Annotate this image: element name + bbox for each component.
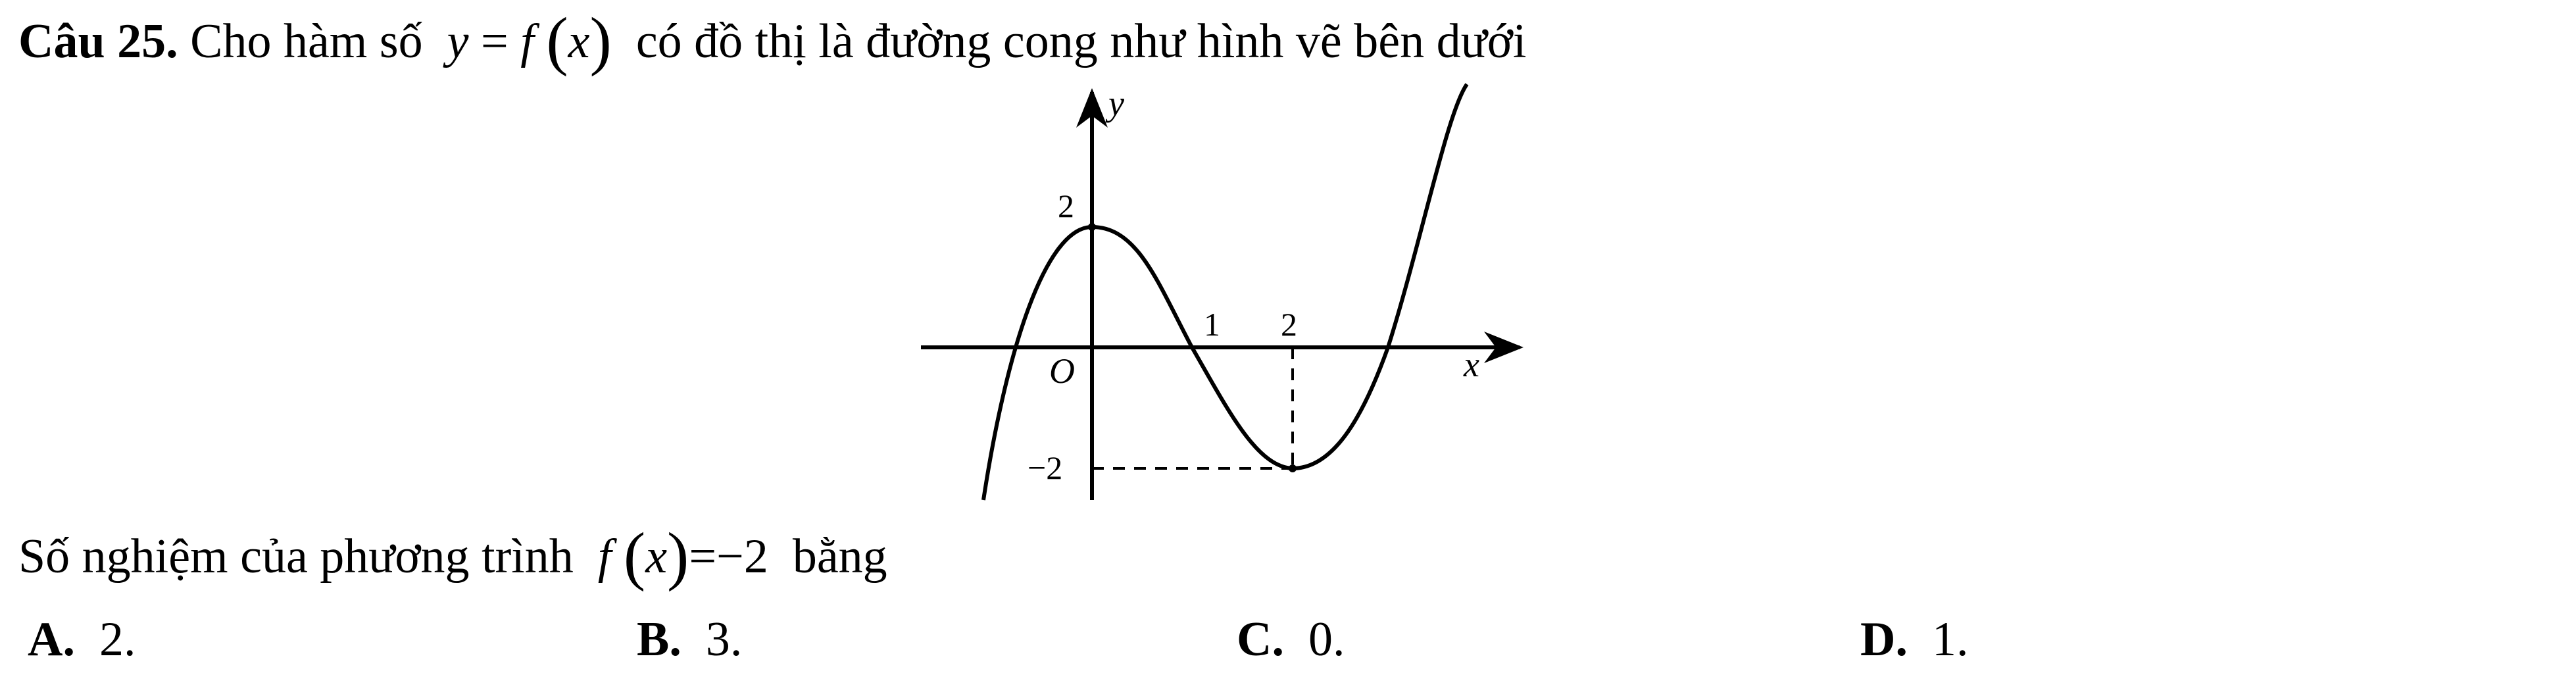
function-graph: y x O 2 1 2 −2 (921, 83, 1523, 501)
option-d-letter: D. (1860, 612, 1908, 666)
max-point (1088, 223, 1096, 231)
tick-label-y2: 2 (1058, 187, 1074, 224)
option-a-value: 2 (99, 612, 124, 666)
prompt-line: Số nghiệm của phương trình f (x)=−2 bằng (18, 523, 887, 589)
option-d-value: 1 (1931, 612, 1956, 666)
equals-sign: = (481, 14, 508, 68)
question-rest: có đồ thị là đường cong như hình vẽ bên … (635, 14, 1527, 68)
origin-label: O (1049, 351, 1075, 391)
prompt-text: Số nghiệm của phương trình (18, 530, 574, 584)
function-y: y (447, 14, 469, 68)
function-f: f (520, 14, 534, 68)
function-curve (981, 83, 1469, 501)
prompt-f: f (597, 530, 612, 584)
question-intro: Cho hàm số (190, 14, 423, 68)
tick-label-x1: 1 (1204, 306, 1220, 343)
prompt-equals: = (689, 530, 717, 584)
function-x: x (568, 14, 590, 68)
left-paren: ( (546, 4, 568, 77)
prompt-right-paren: ) (667, 519, 689, 592)
option-a-dot: . (123, 612, 136, 666)
x-axis-label: x (1463, 345, 1479, 384)
option-c[interactable]: C. 0. (1237, 615, 1345, 664)
tick-label-ym2: −2 (1028, 449, 1062, 486)
tick-label-x2: 2 (1281, 306, 1297, 343)
prompt-rhs: −2 (716, 530, 768, 584)
question-line: Câu 25. Cho hàm số y = f (x) có đồ thị l… (18, 8, 1526, 74)
option-b[interactable]: B. 3. (637, 615, 742, 664)
option-c-letter: C. (1237, 612, 1284, 666)
right-paren: ) (589, 4, 612, 77)
prompt-left-paren: ( (623, 519, 646, 592)
y-axis-label: y (1105, 84, 1124, 123)
prompt-tail: bằng (792, 530, 887, 584)
option-a-letter: A. (28, 612, 75, 666)
option-c-value: 0 (1308, 612, 1333, 666)
option-d-dot: . (1956, 612, 1969, 666)
question-number: Câu 25. (18, 14, 178, 68)
prompt-x: x (645, 530, 668, 584)
min-point (1289, 464, 1297, 472)
option-c-dot: . (1332, 612, 1345, 666)
option-d[interactable]: D. 1. (1860, 615, 1968, 664)
option-b-dot: . (730, 612, 743, 666)
option-b-value: 3 (705, 612, 730, 666)
option-b-letter: B. (637, 612, 681, 666)
option-a[interactable]: A. 2. (28, 615, 136, 664)
